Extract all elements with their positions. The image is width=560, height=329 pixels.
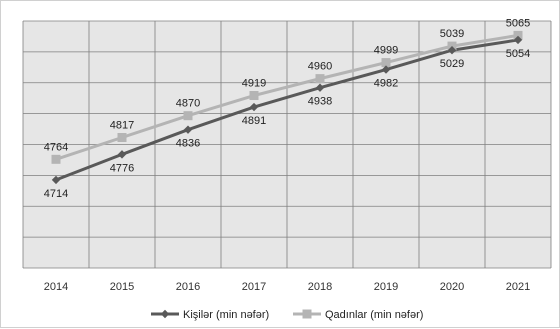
data-point-marker bbox=[513, 30, 523, 40]
x-tick-label: 2018 bbox=[308, 281, 332, 293]
data-label: 4999 bbox=[374, 45, 398, 57]
x-tick-label: 2015 bbox=[110, 281, 134, 293]
x-tick-label: 2014 bbox=[44, 281, 68, 293]
data-label: 4764 bbox=[44, 141, 68, 153]
data-point-marker bbox=[315, 74, 325, 84]
legend-marker bbox=[302, 309, 312, 319]
legend: Kişilər (min nəfər) Qadınlar (min nəfər) bbox=[151, 309, 423, 321]
gridlines bbox=[22, 20, 552, 269]
data-label: 4982 bbox=[374, 78, 398, 90]
legend-entry-qadinlar: Qadınlar (min nəfər) bbox=[293, 309, 423, 321]
data-label: 5039 bbox=[440, 28, 464, 40]
x-tick-label: 2020 bbox=[440, 281, 464, 293]
x-tick-label: 2021 bbox=[506, 281, 530, 293]
x-tick-label: 2016 bbox=[176, 281, 200, 293]
series-line-qadinlar bbox=[55, 33, 519, 161]
data-label: 5029 bbox=[440, 58, 464, 70]
data-label: 4938 bbox=[308, 96, 332, 108]
data-point-marker bbox=[249, 102, 259, 112]
x-tick-label: 2019 bbox=[374, 281, 398, 293]
legend-entry-kisiler: Kişilər (min nəfər) bbox=[151, 309, 269, 321]
x-axis-tick-labels: 2014 2015 2016 2017 2018 2019 2020 2021 bbox=[44, 281, 530, 293]
data-point-marker bbox=[51, 175, 61, 185]
data-label: 4836 bbox=[176, 138, 200, 150]
data-point-marker bbox=[51, 154, 61, 164]
x-tick-label: 2017 bbox=[242, 281, 266, 293]
legend-label: Kişilər (min nəfər) bbox=[183, 309, 269, 321]
data-label: 5065 bbox=[506, 17, 530, 29]
series-line-kisiler bbox=[55, 38, 519, 182]
data-label: 4960 bbox=[308, 61, 332, 73]
data-markers bbox=[51, 30, 523, 185]
data-point-marker bbox=[381, 58, 391, 68]
data-point-marker bbox=[513, 35, 523, 45]
data-point-marker bbox=[315, 83, 325, 92]
data-point-marker bbox=[117, 150, 127, 159]
data-label: 4714 bbox=[44, 188, 68, 200]
data-label: 4891 bbox=[242, 115, 266, 127]
legend-marker bbox=[160, 309, 170, 319]
data-point-marker bbox=[381, 65, 391, 74]
data-point-marker bbox=[249, 91, 259, 101]
data-point-marker bbox=[447, 46, 457, 55]
data-point-marker bbox=[183, 125, 193, 134]
legend-label: Qadınlar (min nəfər) bbox=[325, 309, 423, 321]
data-label: 5054 bbox=[506, 48, 530, 60]
data-point-marker bbox=[117, 133, 127, 143]
data-label: 4870 bbox=[176, 98, 200, 110]
data-label: 4776 bbox=[110, 162, 134, 174]
data-point-marker bbox=[183, 111, 193, 121]
data-label: 4817 bbox=[110, 120, 134, 132]
series-lines bbox=[55, 33, 519, 182]
data-label: 4919 bbox=[242, 78, 266, 90]
data-labels: 4714 4776 4836 4891 4938 4982 5029 5054 4764 4817… bbox=[44, 17, 530, 199]
